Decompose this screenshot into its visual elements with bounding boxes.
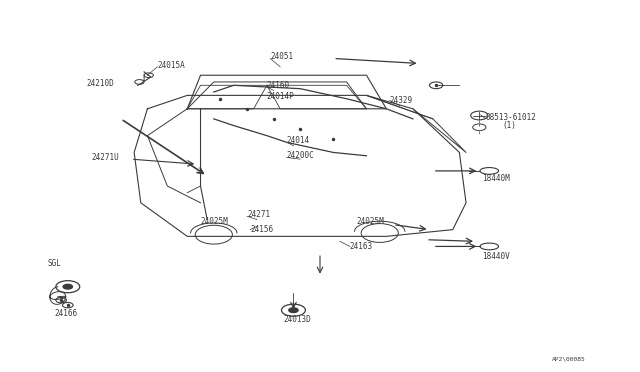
Text: 18440V: 18440V bbox=[483, 252, 510, 261]
Text: 24025M: 24025M bbox=[356, 217, 384, 226]
Text: 24025M: 24025M bbox=[200, 217, 228, 226]
Text: 24271U: 24271U bbox=[91, 153, 119, 162]
Text: 24271: 24271 bbox=[247, 210, 270, 219]
Text: 24015A: 24015A bbox=[157, 61, 185, 70]
Text: (1): (1) bbox=[502, 121, 516, 130]
Text: SGL: SGL bbox=[48, 259, 61, 268]
Text: 24200C: 24200C bbox=[287, 151, 315, 160]
Text: AP2\00085: AP2\00085 bbox=[552, 356, 586, 362]
Circle shape bbox=[289, 308, 298, 312]
Text: 24013D: 24013D bbox=[284, 315, 311, 324]
Text: 08513-61012: 08513-61012 bbox=[486, 113, 537, 122]
Circle shape bbox=[63, 284, 72, 289]
Text: 24329: 24329 bbox=[390, 96, 413, 105]
Text: 24210D: 24210D bbox=[86, 79, 114, 88]
Text: 24163: 24163 bbox=[350, 242, 373, 251]
Text: 24156: 24156 bbox=[250, 225, 273, 234]
Text: 18440M: 18440M bbox=[483, 174, 510, 183]
Text: 24051: 24051 bbox=[270, 52, 293, 61]
Text: 24160: 24160 bbox=[267, 81, 290, 90]
Text: 24014P: 24014P bbox=[267, 92, 294, 100]
Text: 24014: 24014 bbox=[287, 136, 310, 145]
Text: 24166: 24166 bbox=[54, 309, 77, 318]
